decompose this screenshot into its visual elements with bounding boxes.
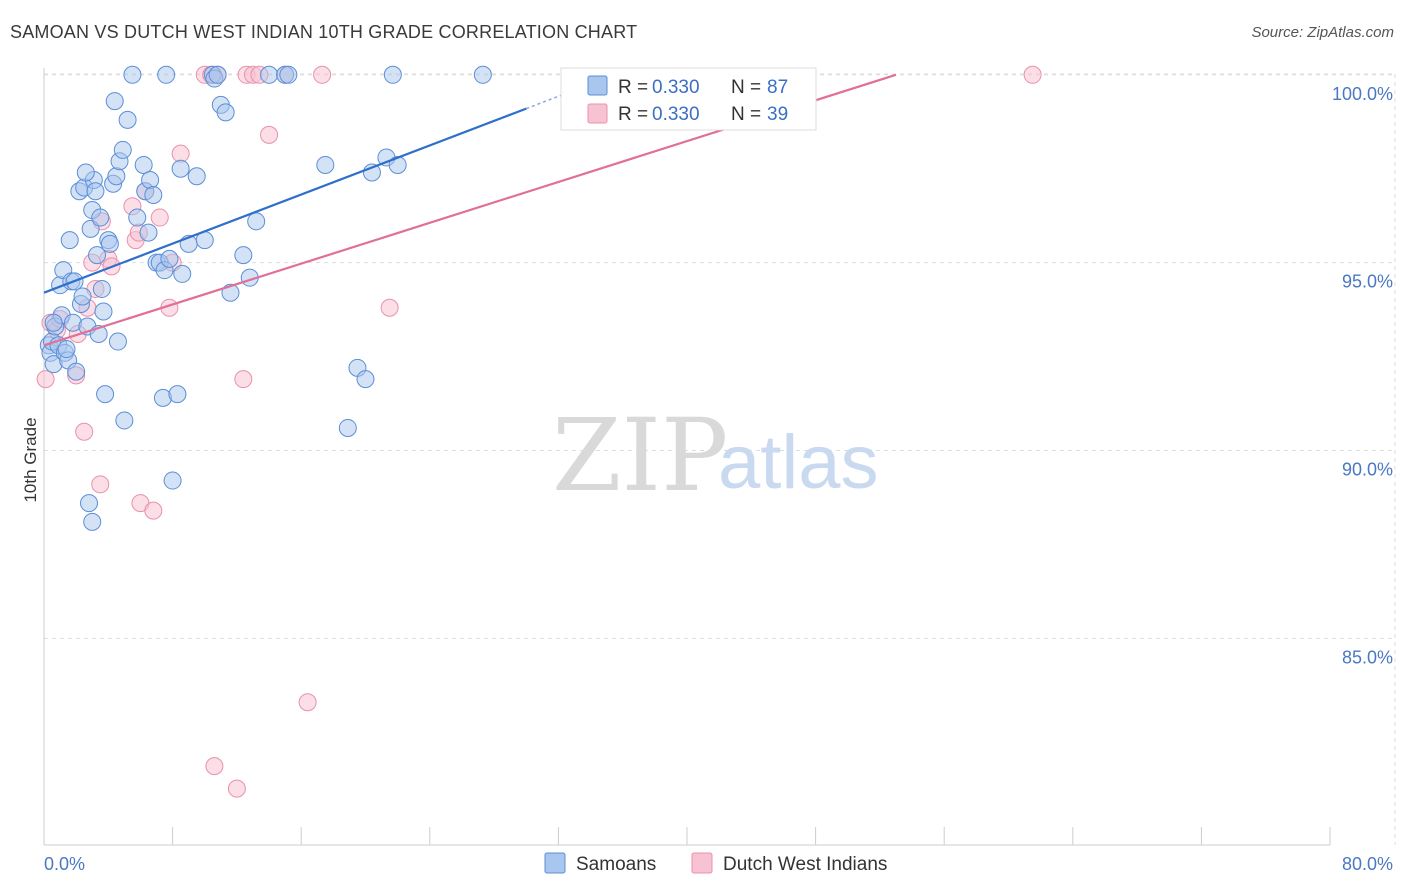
samoan-point-47 — [157, 65, 176, 84]
samoan-point-49 — [168, 385, 187, 404]
dutch-point-23 — [171, 144, 190, 163]
samoan-point-29 — [96, 385, 115, 404]
samoan-point-77 — [57, 340, 76, 359]
samoan-point-57 — [208, 65, 227, 84]
x-tick-label-1: 80.0% — [1342, 854, 1393, 874]
samoan-point-24 — [88, 246, 107, 265]
legend-dutch-n-value: 39 — [767, 104, 788, 125]
series-samoan-points — [39, 65, 492, 531]
samoan-point-39 — [134, 155, 153, 174]
samoan-point-79 — [115, 411, 134, 430]
samoan-point-31 — [100, 234, 119, 253]
samoan-trend-line — [43, 107, 527, 294]
y-tick-label-2: 90.0% — [1342, 460, 1393, 480]
legend-samoan-r-label: R = — [618, 77, 648, 98]
samoan-point-85 — [144, 186, 163, 205]
source-credit: Source: ZipAtlas.com — [1251, 24, 1394, 41]
samoan-point-70 — [356, 370, 375, 389]
samoan-point-19 — [80, 494, 99, 513]
bottom-legend-dutch: Dutch West Indians — [723, 854, 887, 875]
y-tick-label-1: 95.0% — [1342, 272, 1393, 292]
legend-dutch-r-value: 0.330 — [652, 104, 700, 125]
y-axis-label: 10th Grade — [21, 417, 40, 502]
samoan-point-48 — [160, 249, 179, 268]
y-tick-label-0: 100.0% — [1332, 84, 1393, 104]
samoan-point-28 — [94, 302, 113, 321]
dutch-point-38 — [1023, 65, 1042, 84]
samoan-point-42 — [141, 170, 160, 189]
samoan-point-50 — [171, 159, 190, 178]
samoan-point-37 — [118, 110, 137, 129]
dutch-point-27 — [205, 757, 224, 776]
dutch-point-28 — [234, 370, 253, 389]
samoan-point-64 — [260, 65, 279, 84]
legend-swatch-dutch — [587, 103, 608, 124]
dutch-point-30 — [227, 779, 246, 798]
samoan-point-86 — [73, 287, 92, 306]
samoan-point-34 — [107, 167, 126, 186]
samoan-point-68 — [338, 418, 357, 437]
tick-labels: 100.0% 95.0% 90.0% 85.0% 0.0% 80.0% — [44, 84, 1393, 874]
bottom-legend-samoan: Samoans — [576, 854, 656, 875]
samoan-point-63 — [247, 212, 266, 231]
legend-samoan-r-value: 0.330 — [652, 77, 700, 98]
samoan-point-38 — [123, 65, 142, 84]
dutch-point-35 — [298, 693, 317, 712]
axes — [43, 68, 1331, 846]
samoan-point-41 — [139, 223, 158, 242]
samoan-point-80 — [128, 208, 147, 227]
samoan-point-23 — [86, 182, 105, 201]
samoan-point-59 — [216, 103, 235, 122]
samoan-point-36 — [113, 140, 132, 159]
samoan-point-78 — [76, 163, 95, 182]
samoan-point-53 — [187, 167, 206, 186]
samoan-point-51 — [173, 264, 192, 283]
dutch-point-10 — [91, 475, 110, 494]
samoan-point-83 — [60, 231, 79, 250]
watermark-zip: ZIP — [552, 397, 728, 514]
samoan-point-74 — [388, 155, 407, 174]
series-dutch-points — [36, 65, 1042, 798]
samoan-point-82 — [83, 512, 102, 531]
dutch-point-33 — [260, 125, 279, 144]
legend-swatch-samoan — [587, 75, 608, 96]
samoan-point-76 — [44, 313, 63, 332]
top-legend: R = 0.330 N = 87 R = 0.330 N = 39 — [560, 67, 817, 131]
dutch-point-0 — [36, 370, 55, 389]
x-tick-label-0: 0.0% — [44, 854, 85, 874]
samoan-point-27 — [92, 279, 111, 298]
bottom-legend-swatch-dutch — [691, 852, 713, 874]
bottom-legend-swatch-samoan — [544, 852, 566, 874]
dutch-point-36 — [313, 65, 332, 84]
samoan-point-73 — [383, 65, 402, 84]
watermark-atlas: atlas — [718, 420, 879, 505]
watermark: ZIP atlas — [552, 397, 879, 514]
dutch-point-6 — [75, 422, 94, 441]
samoan-point-75 — [473, 65, 492, 84]
samoan-point-33 — [105, 92, 124, 111]
samoan-point-84 — [108, 332, 127, 351]
samoan-point-66 — [279, 65, 298, 84]
legend-dutch-r-label: R = — [618, 104, 648, 125]
legend-samoan-n-label: N = — [731, 77, 761, 98]
bottom-legend: Samoans Dutch West Indians — [544, 852, 887, 875]
dutch-point-19 — [144, 501, 163, 520]
legend-dutch-n-label: N = — [731, 104, 761, 125]
dutch-point-20 — [150, 208, 169, 227]
samoan-point-61 — [234, 246, 253, 265]
dutch-point-37 — [380, 298, 399, 317]
samoan-point-81 — [163, 471, 182, 490]
chart-title: SAMOAN VS DUTCH WEST INDIAN 10TH GRADE C… — [10, 22, 638, 42]
samoan-point-67 — [316, 155, 335, 174]
y-tick-label-3: 85.0% — [1342, 647, 1393, 667]
samoan-point-14 — [67, 362, 86, 381]
legend-samoan-n-value: 87 — [767, 77, 788, 98]
samoan-point-26 — [91, 208, 110, 227]
